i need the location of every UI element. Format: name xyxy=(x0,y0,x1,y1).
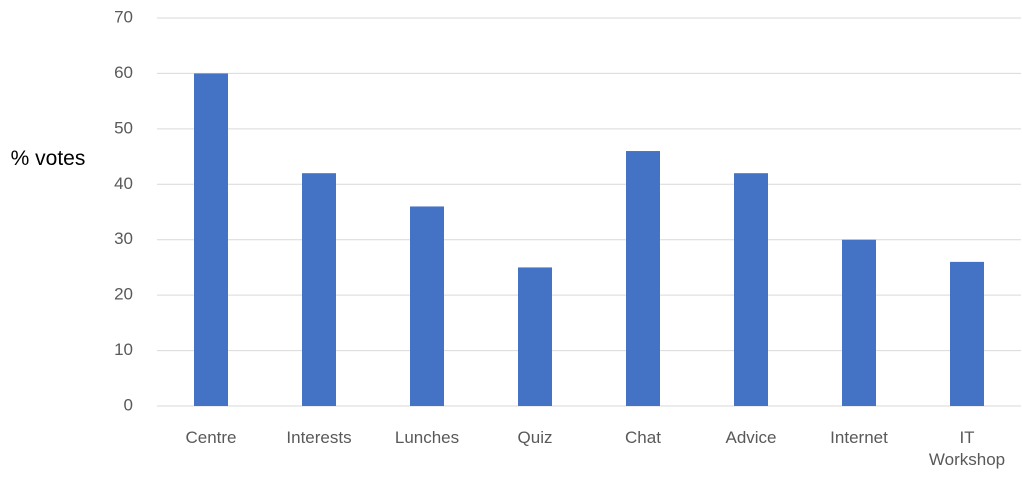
y-tick-label: 50 xyxy=(114,118,133,137)
bar xyxy=(518,267,552,406)
y-axis-label: % votes xyxy=(10,147,86,170)
x-tick-label: Interests xyxy=(286,428,352,447)
bar xyxy=(842,239,876,406)
x-tick-label: Advice xyxy=(725,428,777,447)
y-tick-label: 0 xyxy=(124,395,133,414)
y-tick-label: 70 xyxy=(114,7,133,26)
bar xyxy=(194,73,228,406)
y-tick-label: 10 xyxy=(114,340,133,359)
y-tick-label: 20 xyxy=(114,285,133,304)
x-tick-label: Quiz xyxy=(517,428,553,447)
x-tick-label: Lunches xyxy=(394,428,460,447)
x-tick-label: Chat xyxy=(625,428,661,447)
bar xyxy=(410,206,444,406)
x-tick-label: Internet xyxy=(830,428,888,447)
y-tick-label: 60 xyxy=(114,63,133,82)
bar xyxy=(302,173,336,406)
bar xyxy=(626,151,660,406)
y-tick-label: 40 xyxy=(114,174,133,193)
x-tick-label: Centre xyxy=(185,428,237,447)
x-tick-label: IT Workshop xyxy=(928,428,1006,469)
y-tick-label: 30 xyxy=(114,229,133,248)
bar xyxy=(950,261,984,406)
bar xyxy=(734,173,768,406)
